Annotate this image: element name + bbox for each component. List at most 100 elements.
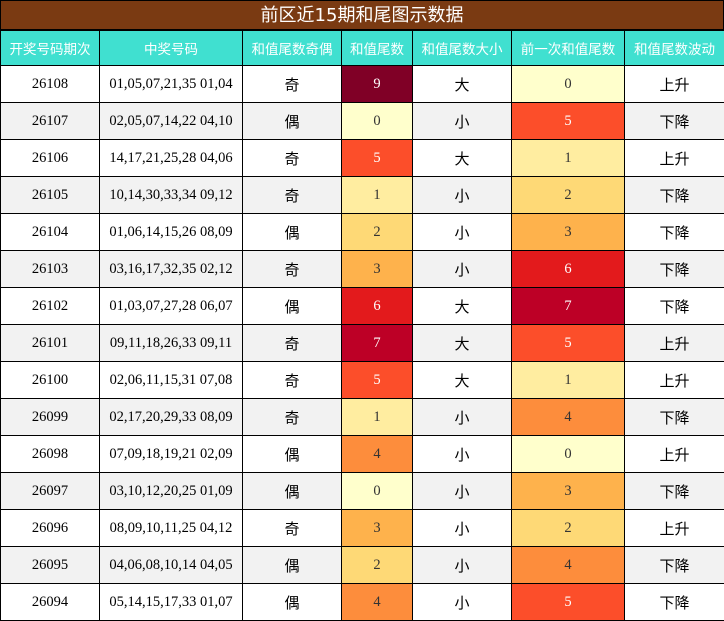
cell-size: 小 [413, 177, 512, 214]
cell-prev-sum-tail: 3 [512, 473, 625, 510]
cell-prev-sum-tail: 3 [512, 214, 625, 251]
cell-period: 26097 [1, 473, 100, 510]
cell-period: 26095 [1, 547, 100, 584]
cell-trend: 下降 [625, 473, 724, 510]
table-header-row: 开奖号码期次 中奖号码 和值尾数奇偶 和值尾数 和值尾数大小 前一次和值尾数 和… [1, 31, 724, 66]
cell-size: 小 [413, 436, 512, 473]
cell-sum-tail: 2 [342, 547, 413, 584]
cell-parity: 奇 [243, 66, 342, 103]
column-header-prev-tail: 前一次和值尾数 [512, 31, 625, 66]
cell-winning-numbers: 01,05,07,21,35 01,04 [100, 66, 243, 103]
cell-prev-sum-tail: 5 [512, 325, 625, 362]
cell-period: 26094 [1, 584, 100, 621]
cell-winning-numbers: 14,17,21,25,28 04,06 [100, 140, 243, 177]
cell-parity: 奇 [243, 251, 342, 288]
cell-size: 小 [413, 584, 512, 621]
cell-sum-tail: 2 [342, 214, 413, 251]
cell-trend: 上升 [625, 436, 724, 473]
cell-sum-tail: 3 [342, 251, 413, 288]
column-header-numbers: 中奖号码 [100, 31, 243, 66]
cell-prev-sum-tail: 0 [512, 66, 625, 103]
cell-parity: 奇 [243, 140, 342, 177]
cell-prev-sum-tail: 1 [512, 140, 625, 177]
cell-winning-numbers: 09,11,18,26,33 09,11 [100, 325, 243, 362]
cell-sum-tail: 1 [342, 399, 413, 436]
cell-period: 26104 [1, 214, 100, 251]
cell-prev-sum-tail: 7 [512, 288, 625, 325]
cell-sum-tail: 9 [342, 66, 413, 103]
cell-period: 26102 [1, 288, 100, 325]
cell-period: 26099 [1, 399, 100, 436]
cell-size: 大 [413, 325, 512, 362]
cell-prev-sum-tail: 4 [512, 399, 625, 436]
cell-prev-sum-tail: 5 [512, 103, 625, 140]
cell-period: 26103 [1, 251, 100, 288]
cell-sum-tail: 4 [342, 584, 413, 621]
cell-size: 大 [413, 66, 512, 103]
cell-size: 大 [413, 140, 512, 177]
cell-winning-numbers: 07,09,18,19,21 02,09 [100, 436, 243, 473]
cell-sum-tail: 1 [342, 177, 413, 214]
cell-sum-tail: 3 [342, 510, 413, 547]
cell-period: 26101 [1, 325, 100, 362]
cell-winning-numbers: 03,10,12,20,25 01,09 [100, 473, 243, 510]
cell-period: 26096 [1, 510, 100, 547]
column-header-tail: 和值尾数 [342, 31, 413, 66]
cell-size: 小 [413, 214, 512, 251]
cell-parity: 偶 [243, 103, 342, 140]
cell-prev-sum-tail: 2 [512, 177, 625, 214]
cell-period: 26100 [1, 362, 100, 399]
cell-sum-tail: 5 [342, 362, 413, 399]
column-header-trend: 和值尾数波动 [625, 31, 724, 66]
cell-period: 26106 [1, 140, 100, 177]
cell-size: 小 [413, 473, 512, 510]
cell-trend: 下降 [625, 547, 724, 584]
cell-parity: 奇 [243, 362, 342, 399]
cell-winning-numbers: 04,06,08,10,14 04,05 [100, 547, 243, 584]
cell-winning-numbers: 02,05,07,14,22 04,10 [100, 103, 243, 140]
cell-trend: 下降 [625, 177, 724, 214]
cell-trend: 下降 [625, 251, 724, 288]
cell-sum-tail: 7 [342, 325, 413, 362]
page-title: 前区近15期和尾图示数据 [0, 0, 724, 30]
cell-winning-numbers: 10,14,30,33,34 09,12 [100, 177, 243, 214]
cell-size: 小 [413, 103, 512, 140]
data-table: 开奖号码期次 中奖号码 和值尾数奇偶 和值尾数 和值尾数大小 前一次和值尾数 和… [0, 30, 724, 621]
cell-parity: 奇 [243, 510, 342, 547]
cell-parity: 奇 [243, 399, 342, 436]
cell-prev-sum-tail: 4 [512, 547, 625, 584]
cell-sum-tail: 6 [342, 288, 413, 325]
cell-prev-sum-tail: 2 [512, 510, 625, 547]
cell-parity: 偶 [243, 473, 342, 510]
cell-winning-numbers: 05,14,15,17,33 01,07 [100, 584, 243, 621]
column-header-parity: 和值尾数奇偶 [243, 31, 342, 66]
cell-size: 小 [413, 251, 512, 288]
cell-sum-tail: 4 [342, 436, 413, 473]
cell-trend: 上升 [625, 510, 724, 547]
cell-trend: 下降 [625, 214, 724, 251]
cell-winning-numbers: 01,03,07,27,28 06,07 [100, 288, 243, 325]
cell-sum-tail: 5 [342, 140, 413, 177]
cell-sum-tail: 0 [342, 473, 413, 510]
cell-size: 小 [413, 399, 512, 436]
cell-trend: 下降 [625, 584, 724, 621]
cell-size: 大 [413, 288, 512, 325]
column-header-size: 和值尾数大小 [413, 31, 512, 66]
cell-trend: 上升 [625, 140, 724, 177]
cell-period: 26098 [1, 436, 100, 473]
cell-trend: 下降 [625, 288, 724, 325]
cell-winning-numbers: 01,06,14,15,26 08,09 [100, 214, 243, 251]
